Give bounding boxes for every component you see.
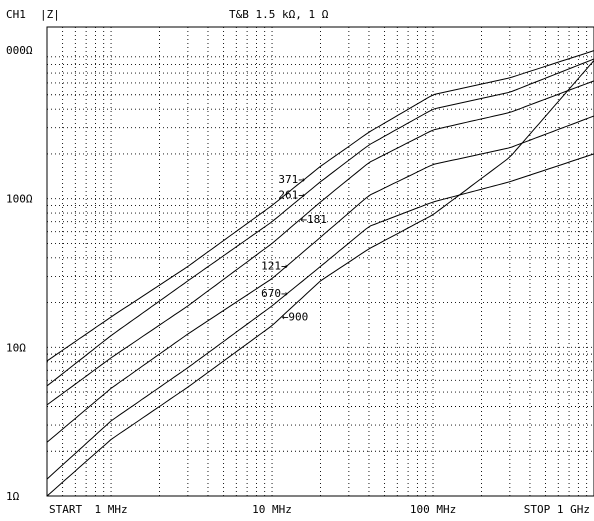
plot-frame [46,26,594,497]
series-line-261 [46,58,594,387]
annotation-181: ←181 [300,213,327,226]
x-tick-label: START [49,503,82,516]
annotation-121: 121→ [261,259,288,272]
x-tick-label: 10 MHz [252,503,292,516]
series-line-670 [46,153,594,480]
series-group [46,50,594,497]
annotation-900: ←900 [282,311,309,324]
y-tick-label: 1Ω [6,490,20,503]
y-tick-labels: 000Ω 100Ω 10Ω 1Ω [6,44,33,503]
x-tick-label: 100 MHz [410,503,456,516]
x-tick-labels: START 1 MHz 10 MHz 100 MHz STOP 1 GHz [49,503,590,516]
grid [47,27,594,496]
series-line-121 [46,115,594,443]
series-line-900 [46,60,594,497]
series-line-371 [46,50,594,362]
annotation-371: 371→ [278,173,305,186]
channel-label: CH1 [6,8,26,21]
annotation-261: 261→ [278,189,305,202]
y-tick-label: 100Ω [6,193,33,206]
y-tick-label: 000Ω [6,44,33,57]
x-tick-label: STOP 1 GHz [524,503,590,516]
measurement-label: |Z| [40,8,60,21]
y-tick-label: 10Ω [6,341,26,354]
chart-title: T&B 1.5 kΩ, 1 Ω [229,8,329,21]
annotation-group: 371→ 261→ ←181 121→ 670→ ←900 [261,173,327,324]
series-line-181 [46,80,594,406]
annotation-670: 670→ [261,287,288,300]
x-tick-label: 1 MHz [94,503,127,516]
